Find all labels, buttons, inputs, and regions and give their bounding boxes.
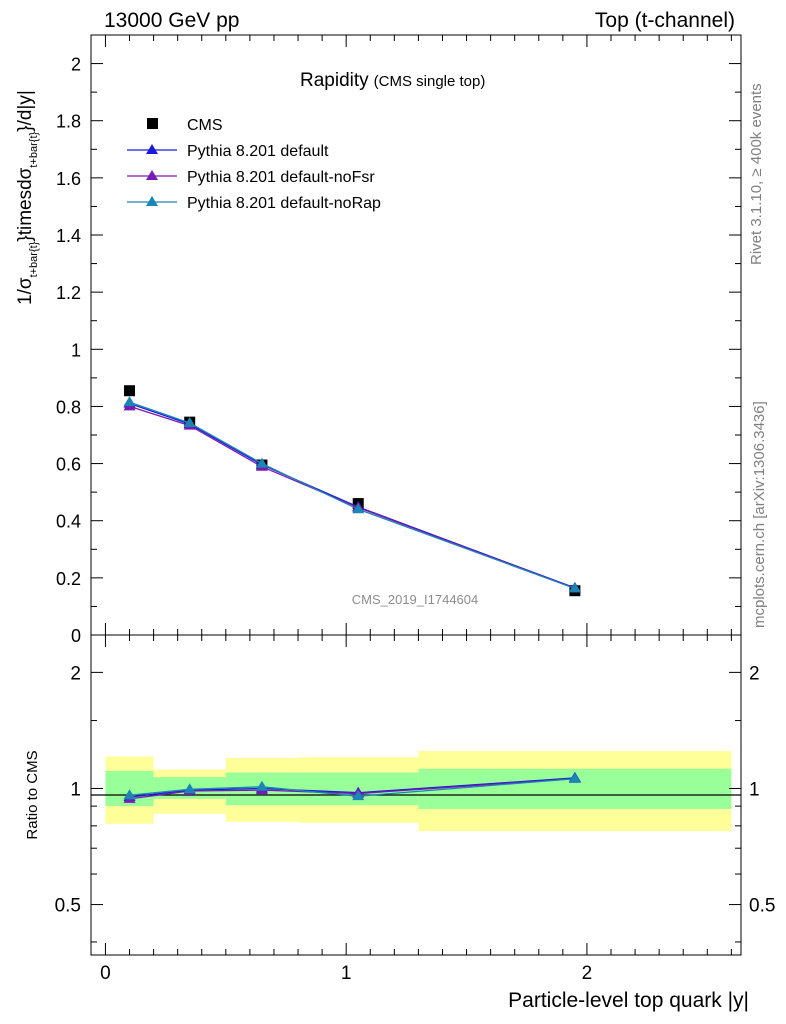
y-label-part-a: 1/σ: [15, 277, 36, 305]
ratio-point-2: [568, 772, 581, 783]
legend-label-nofsr: Pythia 8.201 default-noFsr: [187, 169, 375, 186]
x-tick-label: 0: [100, 963, 111, 984]
mc-data-point-3: [568, 582, 581, 593]
main-y-tick-label: 0.2: [56, 569, 81, 589]
ratio-point-2: [255, 780, 268, 791]
legend-cms-marker: [147, 118, 158, 129]
mc-data-point-3: [352, 503, 365, 514]
ratio-point-2: [183, 783, 196, 794]
x-tick-label: 1: [341, 963, 352, 984]
mc-data-point-3: [183, 417, 196, 427]
main-y-tick-label: 1.6: [56, 169, 81, 189]
header-energy: 13000 GeV pp: [104, 9, 239, 32]
ratio-y-tick-label-right: 1: [749, 779, 760, 800]
y-label-sub-a: t+bar{t}: [28, 241, 40, 277]
main-axes: 0 0.2 0.4 0.6 0.8 1 1.2 1.4 1.6 1.8 2: [56, 34, 741, 646]
ratio-point-2: [352, 790, 365, 801]
rivet-version-label: Rivet 3.1.10, ≥ 400k events: [748, 83, 765, 265]
ratio-y-tick-label: 1: [70, 779, 81, 800]
header-process: Top (t-channel): [595, 9, 735, 32]
main-y-tick-label: 0: [71, 626, 81, 646]
mc-data-point-3: [255, 457, 268, 468]
main-y-tick-label: 1.2: [56, 283, 81, 303]
x-tick-label: 2: [582, 963, 593, 984]
ratio-y-tick-label: 0.5: [55, 896, 81, 917]
ratio-panel: 0.5 0.5 1 1 2 2 0 1 2 Ratio to CMS: [24, 634, 775, 984]
ratio-marks: [123, 771, 581, 803]
cms-data-point: [124, 385, 136, 397]
mcplots-label: mcplots.cern.ch [arXiv:1306.3436]: [751, 401, 768, 628]
ratio-point-2: [123, 789, 136, 800]
series-line-1: [129, 402, 576, 589]
ratio-y-tick-label-right: 0.5: [749, 896, 775, 917]
plot-title: Rapidity (CMS single top): [300, 70, 485, 91]
legend-label-cms: CMS: [187, 117, 223, 134]
ratio-y-tick-label: 2: [70, 663, 81, 684]
y-label-part-c: }/d|y|: [15, 90, 36, 132]
ratio-frame: [90, 634, 742, 956]
series-line-2: [129, 405, 576, 590]
main-y-tick-label: 0.6: [56, 455, 81, 475]
legend-label-default: Pythia 8.201 default: [187, 143, 329, 160]
legend-nofsr-marker: [146, 170, 158, 180]
legend-label-norap: Pythia 8.201 default-noRap: [187, 195, 381, 212]
main-y-axis-label: 1/σt+bar{t}}timesdσt+bar{t}}/d|y|: [15, 90, 40, 305]
mc-data-point-3: [123, 396, 136, 407]
main-marks: [123, 385, 581, 597]
legend-default-marker: [146, 144, 158, 154]
main-y-tick-label: 1: [71, 340, 81, 360]
legend: CMS Pythia 8.201 default Pythia 8.201 de…: [127, 117, 381, 212]
main-y-tick-label: 1.4: [56, 226, 81, 246]
main-y-tick-label: 0.4: [56, 512, 81, 532]
main-y-tick-label: 0.8: [56, 397, 81, 417]
ratio-axes: 0.5 0.5 1 1 2 2 0 1 2: [55, 635, 775, 984]
ratio-y-tick-label-right: 2: [749, 663, 760, 684]
main-panel: 0 0.2 0.4 0.6 0.8 1 1.2 1.4 1.6 1.8 2 Rapidity (CMS…: [15, 34, 742, 646]
ratio-y-axis-label: Ratio to CMS: [24, 750, 41, 839]
main-y-tick-label: 2: [71, 55, 81, 75]
main-y-tick-label: 1.8: [56, 112, 81, 132]
analysis-watermark: CMS_2019_I1744604: [352, 592, 479, 607]
y-label-part-b: }timesdσ: [15, 167, 36, 241]
y-label-sub-b: t+bar{t}: [28, 131, 40, 167]
x-axis-label: Particle-level top quark |y|: [508, 989, 749, 1012]
legend-norap-marker: [146, 196, 158, 206]
